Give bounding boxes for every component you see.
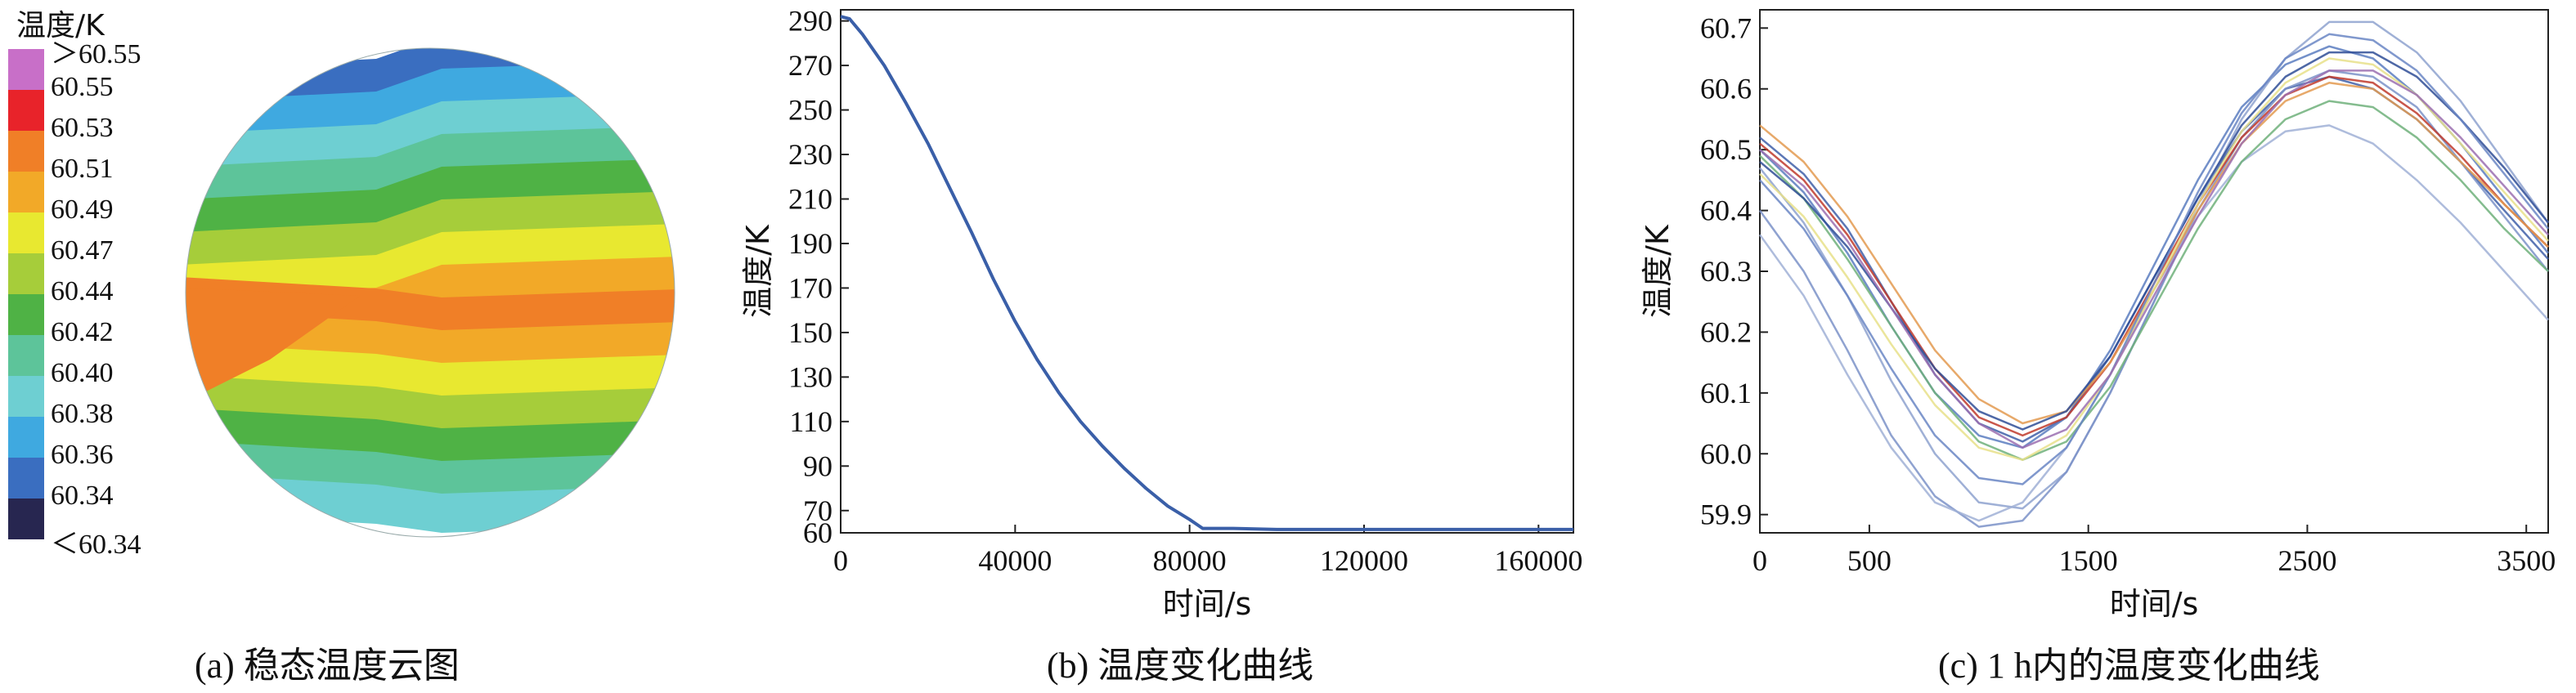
x-tick-label: 0 [833, 544, 848, 577]
series-line [1759, 33, 2549, 485]
y-tick-label: 59.9 [1700, 499, 1752, 531]
legend-label: 60.44 [51, 276, 114, 306]
hourly-temperature-chart: 0 500 1500 2500 3500 59.9 60.0 60.1 60.2 60.3 60.4… [1640, 9, 2556, 622]
legend-swatch [8, 335, 44, 376]
series-line [1758, 69, 2549, 528]
legend-swatch [8, 417, 44, 458]
legend-swatch [8, 253, 44, 294]
contour-hot-core [186, 288, 360, 392]
x-tick-label: 3500 [2497, 544, 2556, 577]
y-tick-label: 270 [788, 49, 832, 82]
legend-swatch [8, 458, 44, 499]
y-tick-label: 70 [803, 494, 832, 527]
x-axis-title: 时间/s [2110, 586, 2199, 622]
legend-swatch [8, 49, 44, 90]
x-tick-label: 80000 [1153, 544, 1227, 577]
contour-band [186, 93, 675, 173]
legend-swatch [8, 90, 44, 131]
y-tick-label: 250 [788, 94, 832, 127]
y-tick-label: 210 [788, 182, 832, 215]
caption-c: (c) 1 h内的温度变化曲线 [1938, 646, 2320, 686]
contour-boundary [185, 47, 675, 538]
y-tick-label: 60.6 [1700, 73, 1752, 105]
plot-frame [840, 9, 1574, 534]
y-axis-title: 温度/K [740, 224, 776, 318]
y-tick-label: 290 [788, 5, 832, 38]
x-tick-label: 500 [1847, 544, 1892, 577]
contour-band [186, 48, 675, 108]
y-tick-label: 230 [788, 138, 832, 171]
y-axis-title: 温度/K [1640, 224, 1676, 318]
y-tick-label: 190 [788, 227, 832, 260]
y-tick-label: 60.0 [1700, 437, 1752, 470]
legend-swatch [8, 212, 44, 253]
x-tick-label: 40000 [978, 544, 1052, 577]
contour-band [186, 159, 675, 239]
legend-swatch [8, 131, 44, 172]
y-tick-label: 60.3 [1700, 255, 1752, 288]
y-tick-label: 110 [789, 405, 832, 438]
y-tick-label: 60.5 [1700, 133, 1752, 166]
legend-label: 60.40 [51, 358, 114, 388]
contour-band [186, 191, 675, 271]
x-axis-title: 时间/s [1163, 586, 1252, 622]
legend-swatch [8, 294, 44, 335]
legend-swatch [8, 172, 44, 212]
series-line [1759, 75, 2549, 437]
panel-b: 0 40000 80000 120000 160000 60 70 90 110 130 150 17… [720, 0, 1619, 693]
panel-a: 温度/K ＞60.55 60.55 60.53 60.51 60.49 60.47 60.4… [0, 0, 720, 693]
contour-band [186, 224, 675, 304]
x-tick-label: 0 [1752, 544, 1767, 577]
legend-label: ＞60.55 [51, 39, 141, 69]
temperature-contour-map [185, 47, 675, 538]
y-tick-label: 150 [788, 316, 832, 349]
series-line [1759, 82, 2549, 425]
y-tick-label: 60 [803, 516, 832, 549]
series-line [1759, 69, 2549, 449]
legend-label: 60.49 [51, 194, 114, 225]
y-tick-label: 130 [788, 360, 832, 393]
legend-label: 60.34 [51, 481, 114, 511]
legend-label: ＜60.34 [51, 530, 141, 560]
x-tick-label: 2500 [2278, 544, 2336, 577]
contour-band [186, 126, 675, 206]
series-line [1759, 57, 2549, 461]
series-line [840, 15, 1573, 531]
legend-label: 60.42 [51, 317, 114, 347]
legend-swatch [8, 499, 44, 539]
y-tick-label: 90 [803, 449, 832, 482]
series-line [1759, 100, 2549, 461]
legend-label: 60.55 [51, 72, 114, 102]
legend-label: 60.38 [51, 399, 114, 429]
x-tick-label: 1500 [2059, 544, 2118, 577]
legend-title: 温度/K [16, 9, 105, 42]
legend-label: 60.51 [51, 154, 114, 184]
legend-label: 60.36 [51, 440, 114, 470]
panel-c: 0 500 1500 2500 3500 59.9 60.0 60.1 60.2 60.3 60.4… [1619, 0, 2576, 693]
y-tick-label: 60.1 [1700, 377, 1752, 409]
legend-label: 60.53 [51, 113, 114, 143]
y-tick-label: 170 [788, 271, 832, 304]
x-tick-label: 160000 [1494, 544, 1582, 577]
caption-a: (a) 稳态温度云图 [195, 646, 460, 686]
legend-swatch [8, 376, 44, 417]
y-tick-label: 60.4 [1700, 194, 1752, 227]
x-tick-label: 120000 [1320, 544, 1408, 577]
caption-b: (b) 温度变化曲线 [1047, 646, 1314, 686]
y-tick-label: 60.7 [1700, 11, 1752, 44]
legend-label: 60.47 [51, 235, 114, 266]
y-tick-label: 60.2 [1700, 315, 1752, 348]
